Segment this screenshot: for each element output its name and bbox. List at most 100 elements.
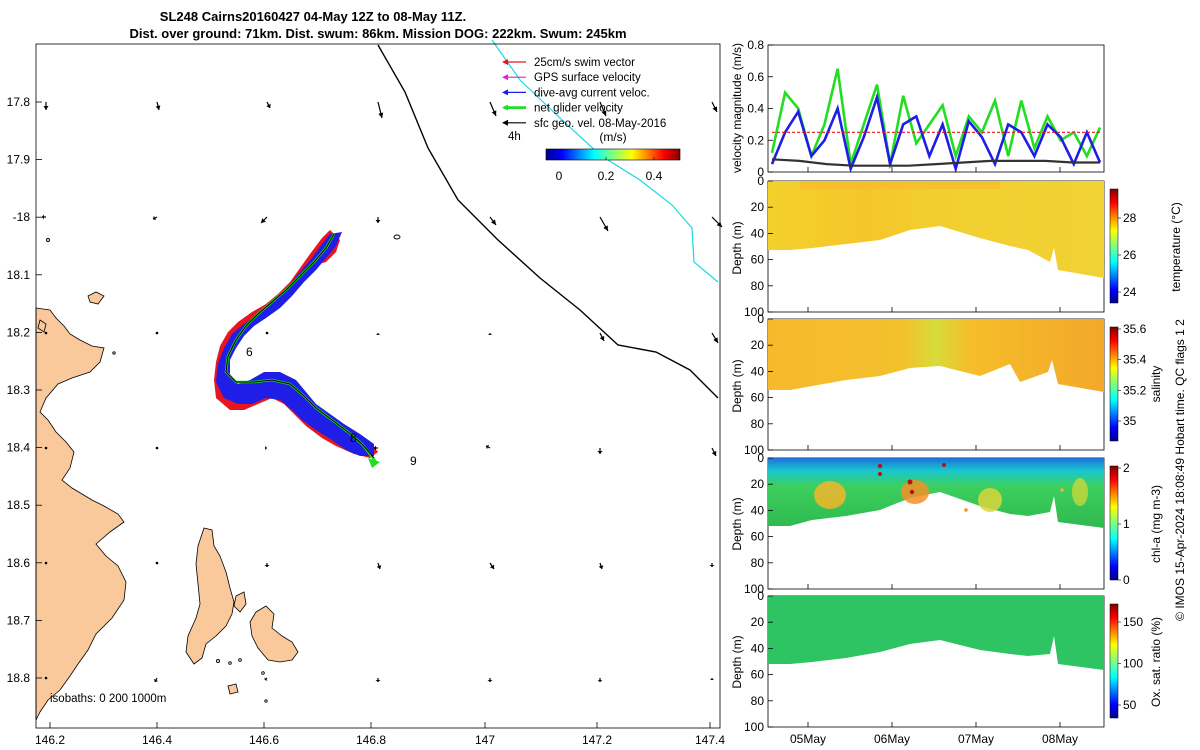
time-tick-label: 06May <box>874 732 910 746</box>
legend-item: dive-avg current veloc. <box>502 87 650 99</box>
map-y-tick-label: 18.4 <box>7 441 31 455</box>
velocity-arrow <box>598 562 604 570</box>
section-y-tick-label: 80 <box>751 694 765 708</box>
colorbar-tick-label: 2 <box>1123 461 1130 475</box>
colorbar-tick-label: 35.2 <box>1123 383 1147 397</box>
imos-credit: © IMOS 15-Apr-2024 18:08:49 Hobart time.… <box>1173 319 1187 621</box>
time-tick-label: 08May <box>1042 732 1078 746</box>
colorbar-tick-label: 24 <box>1123 285 1137 299</box>
velocity-y-tick-label: 0.6 <box>747 70 764 84</box>
velocity-arrow <box>375 217 381 223</box>
section-y-tick-label: 100 <box>744 582 764 596</box>
section-y-tick-label: 60 <box>751 668 765 682</box>
colorbar-tick-label: 150 <box>1123 615 1143 629</box>
velocity-arrow <box>155 331 159 335</box>
velocity-arrow <box>489 562 495 570</box>
track-day-label-6: 6 <box>246 345 253 359</box>
map-panel: SL248 Cairns20160427 04-May 12Z to 08-Ma… <box>7 9 726 747</box>
isobath-line <box>377 44 719 399</box>
velocity-y-tick-label: 0.4 <box>747 102 764 116</box>
colorbar-tick-label: 26 <box>1123 248 1137 262</box>
section-y-tick-label: 80 <box>751 279 765 293</box>
legend-item: 25cm/s swim vector <box>502 57 635 69</box>
velocity-arrow <box>374 445 378 451</box>
temperature-ylabel: Depth (m) <box>730 221 744 274</box>
map-y-tick-label: 18.6 <box>7 556 31 570</box>
section-y-tick-label: 60 <box>751 391 765 405</box>
chla-colorbar <box>1109 465 1119 581</box>
section-y-tick-label: 40 <box>751 226 765 240</box>
oxygen-ylabel: Depth (m) <box>730 635 744 688</box>
velocity-y-tick-label: 0 <box>757 165 764 179</box>
section-y-tick-label: 100 <box>744 720 764 734</box>
map-x-tick-label: 146.8 <box>356 733 386 747</box>
velocity-arrow <box>152 215 158 221</box>
chla-patches <box>814 463 1088 512</box>
velocity-arrow <box>44 446 48 450</box>
coastline-land <box>35 291 299 721</box>
reef-dots <box>46 234 401 703</box>
colorbar-tick-label: 0 <box>1123 573 1130 587</box>
salinity-cbar-label: salinity <box>1149 366 1163 403</box>
velocity-arrow <box>599 101 607 117</box>
velocity-arrow <box>487 333 493 335</box>
velocity-arrow <box>709 563 715 567</box>
map-colorbar-tick-label: 0.4 <box>646 169 663 183</box>
map-x-tick-label: 146.2 <box>35 733 65 747</box>
section-y-tick-label: 20 <box>751 200 765 214</box>
velocity-arrow <box>155 561 159 565</box>
map-y-axis: 17.8 17.9 -18 18.1 18.2 18.3 18.4 18.5 18.6 18.7 1… <box>7 95 42 685</box>
map-colorbar <box>545 148 681 161</box>
velocity-arrow <box>711 216 723 228</box>
salinity-section: 0 20 40 60 80 100 Depth (m) 35.6 35.4 35.2 35 sa… <box>730 312 1163 457</box>
section-y-tick-label: 20 <box>751 615 765 629</box>
salinity-y-axis: 0 20 40 60 80 100 <box>744 312 773 457</box>
velocity-arrow <box>42 214 46 220</box>
map-y-tick-label: 18.7 <box>7 613 31 627</box>
map-colorbar-ticks: 0 0.2 0.4 <box>556 157 663 183</box>
map-y-tick-label: 18.1 <box>7 268 31 282</box>
velocity-arrow <box>377 101 384 119</box>
map-legend: 25cm/s swim vector GPS surface velocity di… <box>502 57 681 183</box>
chla-colorbar-ticks: 2 1 0 <box>1118 461 1130 587</box>
legend-label: GPS surface velocity <box>534 72 641 84</box>
section-y-tick-label: 40 <box>751 503 765 517</box>
map-colorbar-label: (m/s) <box>599 130 626 144</box>
map-y-tick-label: 18.8 <box>7 671 31 685</box>
velocity-y-axis: 0.8 0.6 0.4 0.2 0 <box>747 38 773 179</box>
velocity-arrow <box>485 444 491 450</box>
velocity-arrow <box>44 331 48 335</box>
temperature-field <box>768 181 1104 278</box>
map-x-axis: 146.2 146.4 146.6 146.8 147 147.2 147.4 <box>35 722 725 747</box>
temperature-cbar-label: temperature (°C) <box>1169 202 1183 292</box>
velocity-y-tick-label: 0.2 <box>747 133 764 147</box>
velocity-y-tick-label: 0.8 <box>747 38 764 52</box>
map-x-tick-label: 147 <box>475 733 495 747</box>
temperature-colorbar-ticks: 28 26 24 <box>1118 211 1137 299</box>
map-x-tick-label: 147.2 <box>582 733 612 747</box>
oxygen-field <box>768 596 1104 670</box>
legend-item: GPS surface velocity <box>502 72 641 84</box>
salinity-colorbar-ticks: 35.6 35.4 35.2 35 <box>1118 322 1147 428</box>
velocity-arrow <box>260 216 268 224</box>
velocity-arrow <box>265 445 267 451</box>
map-y-tick-label: 18.5 <box>7 498 31 512</box>
legend-label: 25cm/s swim vector <box>534 57 635 69</box>
legend-item: net glider velocity <box>502 103 623 115</box>
velocity-arrow <box>597 448 603 454</box>
map-title-line2: Dist. over ground: 71km. Dist. swum: 86k… <box>129 26 626 41</box>
section-y-tick-label: 40 <box>751 364 765 378</box>
current-vector-band <box>216 232 374 456</box>
velocity-axes-frame <box>767 44 1105 173</box>
section-y-tick-label: 20 <box>751 477 765 491</box>
velocity-arrow <box>711 101 718 113</box>
oxygen-colorbar-ticks: 150 100 50 <box>1118 615 1143 712</box>
salinity-field <box>768 319 1104 392</box>
chla-section: 0 20 40 60 80 100 Depth (m) 2 1 0 chl-a (mg m-3… <box>730 451 1163 596</box>
temperature-y-axis: 0 20 40 60 80 100 <box>744 174 773 319</box>
colorbar-tick-label: 35 <box>1123 414 1137 428</box>
velocity-arrow <box>43 102 49 110</box>
section-y-tick-label: 0 <box>757 451 764 465</box>
time-x-axis: 05May 06May 07May 08May <box>790 167 1078 746</box>
